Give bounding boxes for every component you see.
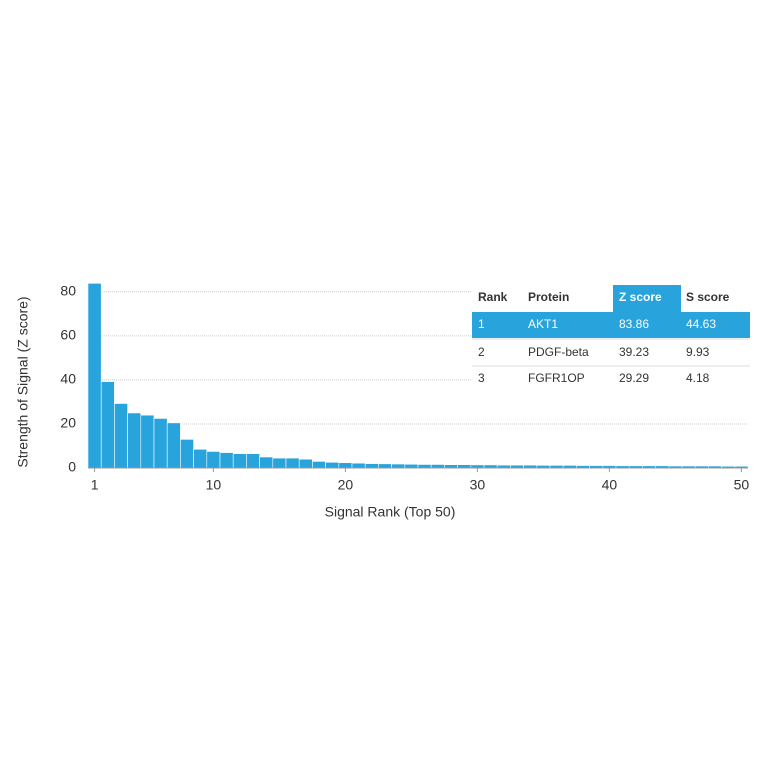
bar [180, 439, 194, 469]
table-header: Rank [478, 290, 508, 304]
bar [206, 451, 221, 469]
table-cell: AKT1 [528, 317, 558, 331]
bar [351, 462, 366, 469]
bar [166, 422, 181, 469]
table-bg [472, 285, 750, 395]
bar [219, 452, 234, 469]
bar [378, 463, 392, 469]
table-cell: 1 [478, 317, 485, 331]
table-cell: 44.63 [686, 317, 716, 331]
y-axis-label: Strength of Signal (Z score) [15, 296, 31, 467]
table-cell: 29.29 [619, 371, 649, 385]
x-tick-label: 1 [91, 477, 99, 493]
bar [430, 464, 445, 469]
bar [325, 461, 340, 469]
bar [272, 457, 287, 469]
x-tick-label: 10 [206, 477, 222, 493]
bar [87, 283, 102, 469]
bar [338, 462, 353, 469]
x-tick-label: 40 [602, 477, 618, 493]
bar [404, 463, 419, 469]
bar [114, 403, 128, 469]
table-cell: 4.18 [686, 371, 710, 385]
bar [193, 448, 208, 469]
table-cell: FGFR1OP [528, 371, 585, 385]
bar [364, 463, 379, 469]
bar [100, 381, 115, 469]
bar [153, 418, 168, 469]
table-cell: 2 [478, 345, 485, 359]
y-tick-label: 0 [68, 459, 76, 475]
table-cell: 3 [478, 371, 485, 385]
table-cell: PDGF-beta [528, 345, 589, 359]
x-tick-label: 20 [338, 477, 354, 493]
bar [140, 414, 155, 469]
y-tick-label: 40 [60, 371, 76, 387]
bar [391, 463, 406, 469]
bar [259, 456, 274, 469]
table-cell: 39.23 [619, 345, 649, 359]
bar [285, 457, 300, 469]
table-header: Z score [619, 290, 662, 304]
bar [298, 458, 313, 469]
bar [232, 453, 247, 469]
bar [417, 464, 432, 469]
table-header: S score [686, 290, 730, 304]
bar [312, 461, 326, 469]
y-tick-label: 60 [60, 327, 76, 343]
bar [127, 412, 142, 469]
table-cell: 9.93 [686, 345, 710, 359]
x-tick-label: 50 [734, 477, 750, 493]
row-highlight [472, 312, 750, 338]
x-tick-label: 30 [470, 477, 486, 493]
header-highlight [613, 285, 681, 312]
x-axis-label: Signal Rank (Top 50) [325, 504, 456, 520]
y-tick-label: 80 [60, 283, 76, 299]
table-cell: 83.86 [619, 317, 649, 331]
table-header: Protein [528, 290, 569, 304]
y-tick-label: 20 [60, 415, 76, 431]
bar [246, 453, 260, 469]
